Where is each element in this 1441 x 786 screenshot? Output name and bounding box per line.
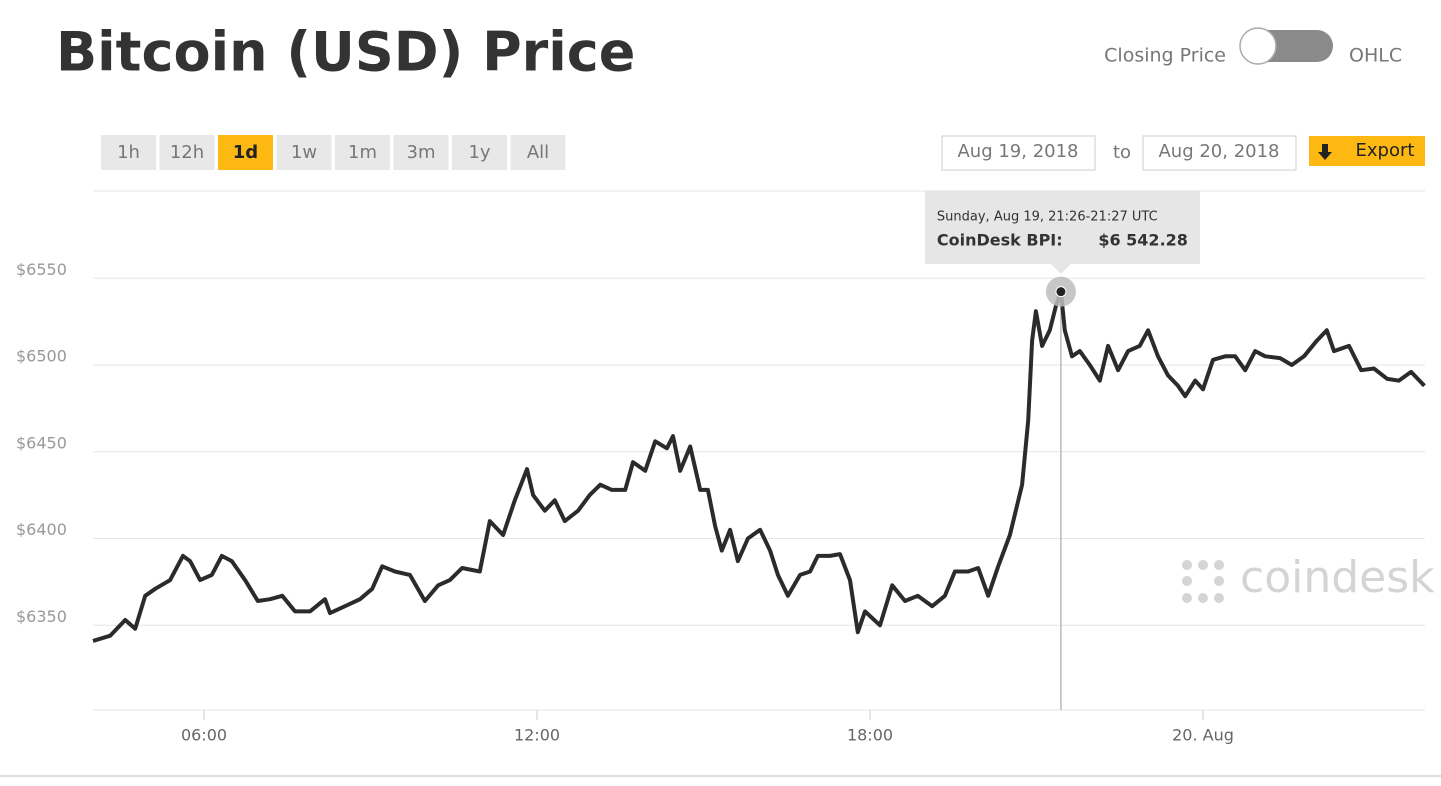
range-button[interactable]	[452, 135, 507, 170]
export-icon	[1318, 144, 1332, 160]
tooltip-label: CoinDesk BPI:	[937, 231, 1063, 250]
tooltip-box	[924, 191, 1200, 274]
range-button-label[interactable]: All	[527, 142, 549, 163]
range-buttons: 1h 12h 1d 1w 1m 3m 1y All	[101, 135, 566, 170]
range-button-label[interactable]: 12h	[170, 142, 204, 163]
y-tick-label: $6500	[16, 347, 67, 366]
y-tick-label: $6350	[16, 607, 67, 626]
range-button[interactable]	[159, 135, 215, 170]
range-button-label[interactable]: 1d	[233, 142, 258, 163]
range-button[interactable]	[101, 135, 156, 170]
toggle-knob[interactable]	[1239, 27, 1277, 65]
watermark-logo	[1182, 560, 1224, 603]
x-tick-label: 20. Aug	[1172, 726, 1234, 745]
range-button[interactable]	[335, 135, 390, 170]
range-button[interactable]	[393, 135, 449, 170]
date-from[interactable]: Aug 19, 2018	[957, 141, 1078, 162]
range-button[interactable]	[276, 135, 332, 170]
tooltip-value: $6 542.28	[1098, 231, 1188, 250]
export-label[interactable]: Export	[1356, 140, 1415, 161]
x-tick-label: 18:00	[847, 726, 893, 745]
range-button-label[interactable]: 1w	[291, 142, 317, 163]
toggle-left-label[interactable]: Closing Price	[1104, 45, 1226, 67]
range-button[interactable]	[510, 135, 566, 170]
page-title: Bitcoin (USD) Price	[56, 21, 635, 84]
date-from-box[interactable]	[941, 135, 1096, 171]
plot: $6350 $6400 $6450 $6500 $6550 06:00 12:00 18:00…	[16, 191, 1426, 745]
x-tick-label: 06:00	[181, 726, 227, 745]
y-tick-label: $6400	[16, 520, 67, 539]
export-button[interactable]	[1309, 136, 1425, 166]
range-button-label[interactable]: 1h	[117, 142, 140, 163]
price-line	[92, 289, 1426, 643]
date-to-label: to	[1113, 142, 1131, 163]
toggle-right-label[interactable]: OHLC	[1349, 45, 1402, 67]
tooltip-title: Sunday, Aug 19, 21:26-21:27 UTC	[937, 210, 1158, 225]
range-button[interactable]	[218, 135, 273, 170]
y-tick-label: $6450	[16, 433, 67, 452]
watermark: coindesk	[1240, 552, 1435, 603]
range-button-label[interactable]: 3m	[407, 142, 436, 163]
date-to[interactable]: Aug 20, 2018	[1158, 141, 1279, 162]
date-to-box[interactable]	[1142, 135, 1297, 171]
range-button-label[interactable]: 1y	[468, 142, 490, 163]
hover-point	[1055, 286, 1067, 298]
x-tick-label: 12:00	[514, 726, 560, 745]
y-tick-label: $6550	[16, 260, 67, 279]
range-button-label[interactable]: 1m	[348, 142, 377, 163]
